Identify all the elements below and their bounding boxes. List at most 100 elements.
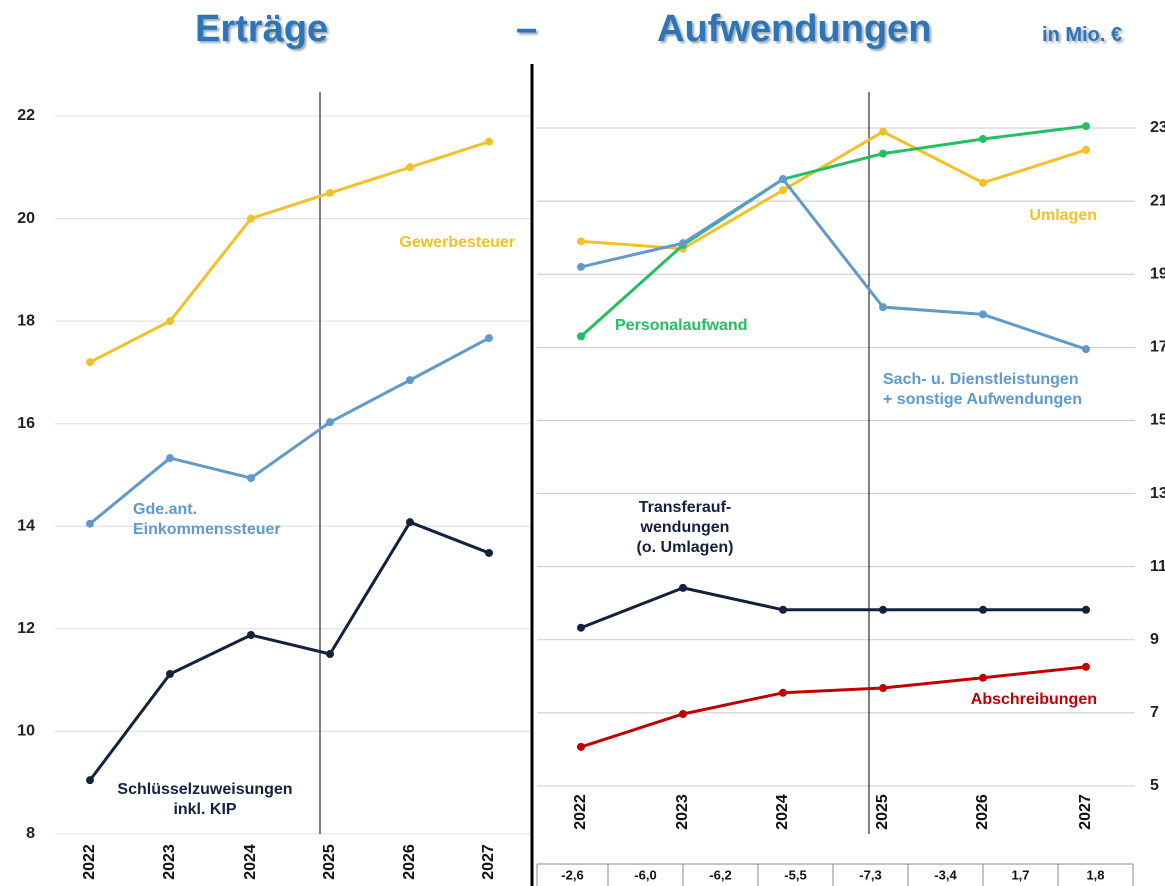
data-point: [1082, 662, 1090, 671]
x-tick-label: 2024: [242, 844, 259, 880]
data-point: [326, 188, 334, 197]
y-tick-label: 22: [17, 107, 35, 124]
data-point: [485, 548, 493, 557]
data-point: [577, 237, 585, 246]
series-line: [580, 130, 1087, 251]
x-tick-label: 2023: [161, 844, 178, 880]
y-tick-label: 13: [1150, 485, 1165, 502]
x-tick-label: 2027: [480, 844, 497, 880]
data-point: [1082, 122, 1090, 131]
series-label: Transferauf- wendungen (o. Umlagen): [636, 499, 734, 556]
title-dash: –: [516, 8, 538, 50]
data-point: [879, 127, 887, 136]
y-tick-label: 11: [1150, 558, 1165, 575]
data-point: [166, 669, 174, 678]
data-point: [577, 742, 585, 751]
y-tick-label: 21: [1150, 192, 1165, 209]
y-tick-label: 14: [17, 518, 35, 535]
series-label: Umlagen: [1029, 207, 1097, 224]
data-point: [406, 163, 414, 172]
table-cell: -7,3: [859, 867, 881, 882]
series-line: [580, 177, 1087, 351]
data-point: [779, 186, 787, 195]
title-right: Aufwendungen: [657, 8, 932, 50]
data-point: [779, 688, 787, 697]
data-point: [979, 605, 987, 614]
data-point: [779, 175, 787, 184]
x-tick-label: 2026: [974, 794, 991, 830]
data-point: [86, 519, 94, 528]
data-point: [166, 317, 174, 326]
series-line: [88, 520, 490, 782]
y-tick-label: 12: [17, 620, 35, 637]
series-label: Schlüsselzuweisungen inkl. KIP: [117, 781, 293, 818]
data-point: [326, 418, 334, 427]
y-tick-label: 15: [1150, 412, 1165, 429]
data-point: [247, 631, 255, 640]
data-point: [326, 649, 334, 658]
data-point: [879, 684, 887, 693]
y-tick-label: 10: [17, 723, 35, 740]
data-point: [1082, 145, 1090, 154]
data-point: [577, 262, 585, 271]
data-point: [166, 454, 174, 463]
series-label: Gde.ant. Einkommenssteuer: [133, 501, 281, 538]
table-cell: 1,7: [1011, 867, 1029, 882]
data-point: [979, 134, 987, 143]
data-point: [577, 332, 585, 341]
x-tick-label: 2023: [674, 794, 691, 830]
data-point: [879, 303, 887, 312]
x-tick-label: 2022: [81, 844, 98, 880]
data-point: [406, 376, 414, 385]
y-tick-label: 7: [1150, 704, 1159, 721]
table-cell: -6,2: [709, 867, 731, 882]
unit-label: in Mio. €: [1042, 24, 1122, 46]
series-label: Abschreibungen: [970, 691, 1097, 708]
data-point: [485, 334, 493, 343]
series-line: [89, 336, 490, 525]
data-point: [406, 518, 414, 527]
series-line: [580, 665, 1087, 749]
data-point: [86, 358, 94, 367]
x-tick-label: 2024: [774, 794, 791, 830]
table-cell: -2,6: [561, 867, 583, 882]
y-tick-label: 17: [1150, 339, 1165, 356]
data-point: [879, 605, 887, 614]
data-point: [979, 178, 987, 187]
table-cell: 1,8: [1086, 867, 1104, 882]
series-label: Personalaufwand: [615, 317, 748, 334]
series-line: [580, 586, 1086, 630]
y-tick-label: 16: [17, 415, 35, 432]
data-point: [247, 214, 255, 223]
data-point: [86, 776, 94, 785]
y-tick-label: 19: [1150, 265, 1165, 282]
title-left: Erträge: [195, 8, 329, 50]
data-point: [247, 474, 255, 483]
data-point: [979, 310, 987, 319]
data-point: [1082, 345, 1090, 354]
series-line: [579, 124, 1087, 338]
x-tick-label: 2025: [321, 844, 338, 880]
data-point: [1082, 605, 1090, 614]
y-tick-label: 9: [1150, 631, 1159, 648]
data-point: [879, 149, 887, 158]
data-point: [679, 583, 687, 592]
y-tick-label: 23: [1150, 119, 1165, 136]
y-tick-label: 8: [26, 825, 35, 842]
table-cell: -6,0: [634, 867, 656, 882]
data-point: [679, 239, 687, 248]
y-tick-label: 5: [1150, 777, 1159, 794]
data-point: [979, 673, 987, 682]
x-tick-label: 2026: [401, 844, 418, 880]
series-line: [89, 140, 490, 364]
y-tick-label: 20: [17, 210, 35, 227]
x-tick-label: 2027: [1077, 794, 1094, 830]
table-cell: -5,5: [784, 867, 806, 882]
series-label: Gewerbesteuer: [399, 234, 515, 251]
y-tick-label: 18: [17, 312, 35, 329]
table-cell: -3,4: [934, 867, 957, 882]
x-tick-label: 2025: [874, 794, 891, 830]
data-point: [577, 623, 585, 632]
